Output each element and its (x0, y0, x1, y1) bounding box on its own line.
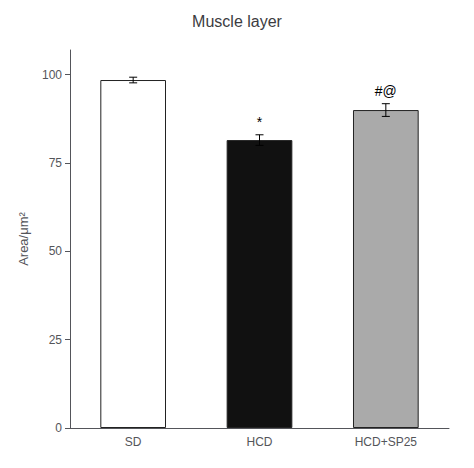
svg-text:50: 50 (49, 244, 63, 258)
svg-text:#@: #@ (375, 83, 397, 99)
svg-text:0: 0 (55, 421, 62, 435)
svg-text:100: 100 (42, 68, 62, 82)
svg-text:*: * (257, 114, 263, 130)
svg-text:SD: SD (125, 435, 142, 449)
svg-text:Area/μm²: Area/μm² (16, 211, 31, 265)
svg-text:Muscle layer: Muscle layer (192, 13, 282, 30)
svg-text:HCD+SP25: HCD+SP25 (355, 435, 418, 449)
svg-text:25: 25 (49, 333, 63, 347)
svg-text:HCD: HCD (247, 435, 273, 449)
svg-text:75: 75 (49, 156, 63, 170)
